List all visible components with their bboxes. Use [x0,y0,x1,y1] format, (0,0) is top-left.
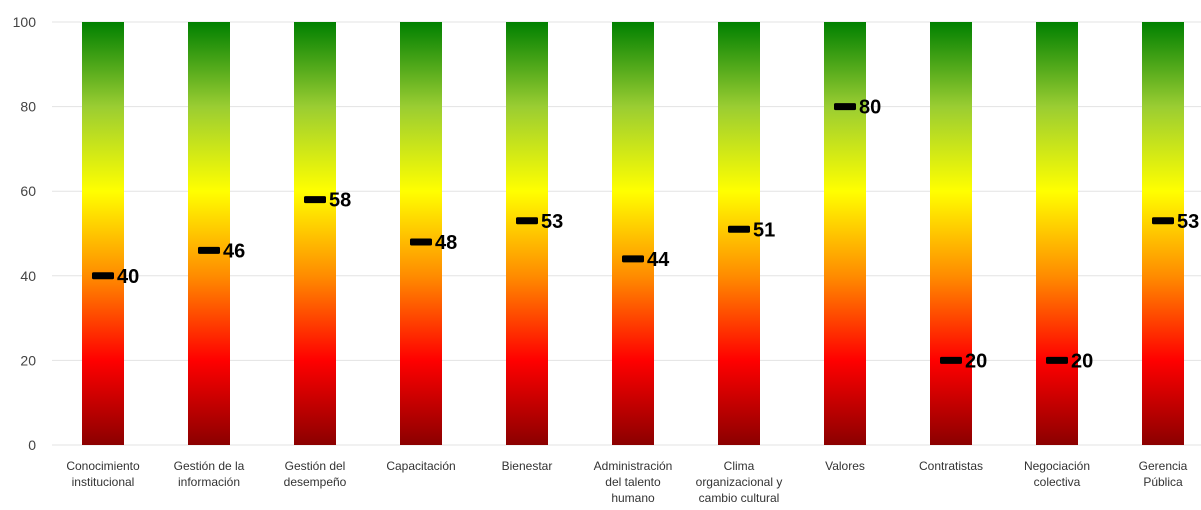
value-marker [1152,217,1174,225]
x-tick-label-line: Capacitación [386,459,455,473]
x-tick-label: Clima organizacional y cambio cultural [696,459,783,505]
x-tick-label: Bienestar [502,459,553,473]
x-tick-label-line: Negociación [1024,459,1090,473]
range-bar [506,22,548,445]
data-label: 44 [647,249,670,271]
x-tick-label: Conocimiento institucional [66,459,140,489]
x-tick-label-line: humano [611,491,655,505]
value-marker [410,238,432,246]
x-tick-label: Gerencia Pública [1139,459,1188,489]
range-bar [930,22,972,445]
x-tick-label-line: Bienestar [502,459,553,473]
x-tick-label-line: Contratistas [919,459,983,473]
x-tick-label-line: del talento [605,475,661,489]
data-label: 48 [435,232,457,254]
x-tick-label: Gestión del desempeño [284,459,347,489]
x-tick-label: Negociación colectiva [1024,459,1090,489]
range-bar [188,22,230,445]
x-tick-label-line: organizacional y [696,475,783,489]
x-tick-label: Gestión de la información [174,459,245,489]
range-bar [612,22,654,445]
data-label: 20 [965,350,987,372]
range-bar [718,22,760,445]
data-label: 80 [859,97,881,119]
range-bar [294,22,336,445]
x-tick-label: Valores [825,459,865,473]
x-tick-label-line: Gestión del [285,459,346,473]
x-tick-label-line: Gerencia [1139,459,1188,473]
value-marker [92,272,114,280]
y-tick-label: 40 [20,268,36,284]
x-tick-label-line: cambio cultural [699,491,780,505]
y-axis: 0 20 40 60 80 100 [13,14,37,453]
value-marker [516,217,538,225]
data-label: 40 [117,266,139,288]
x-tick-label-line: Administración [594,459,673,473]
value-marker [1046,356,1068,364]
x-tick-label: Contratistas [919,459,983,473]
value-marker [940,356,962,364]
x-tick-label-line: institucional [72,475,135,489]
y-tick-label: 80 [20,99,36,115]
data-label: 20 [1071,350,1093,372]
x-tick-label: Capacitación [386,459,455,473]
data-label: 53 [541,211,563,233]
y-tick-label: 0 [28,437,36,453]
value-marker [728,225,750,233]
x-tick-label-line: Valores [825,459,865,473]
x-tick-label-line: desempeño [284,475,347,489]
marker-layer: 40 46 58 48 53 44 51 80 20 20 53 [92,97,1199,372]
x-tick-label-line: Pública [1143,475,1183,489]
data-label: 53 [1177,211,1199,233]
data-label: 58 [329,190,351,212]
x-tick-label-line: Clima [724,459,755,473]
value-marker [834,103,856,111]
x-tick-label-line: Gestión de la [174,459,245,473]
data-label: 46 [223,240,245,262]
x-tick-label-line: colectiva [1034,475,1081,489]
x-axis: Conocimiento institucional Gestión de la in… [66,459,1187,505]
bar-layer [82,22,1184,445]
value-marker [622,255,644,263]
y-tick-label: 60 [20,183,36,199]
range-bar [1142,22,1184,445]
x-tick-label-line: Conocimiento [66,459,140,473]
range-bar [824,22,866,445]
data-label: 51 [753,219,775,241]
y-tick-label: 100 [13,14,37,30]
range-bar [1036,22,1078,445]
range-bar [82,22,124,445]
y-tick-label: 20 [20,352,36,368]
x-tick-label: Administración del talento humano [594,459,673,505]
range-bar [400,22,442,445]
value-marker [304,196,326,204]
x-tick-label-line: información [178,475,240,489]
value-marker [198,246,220,254]
